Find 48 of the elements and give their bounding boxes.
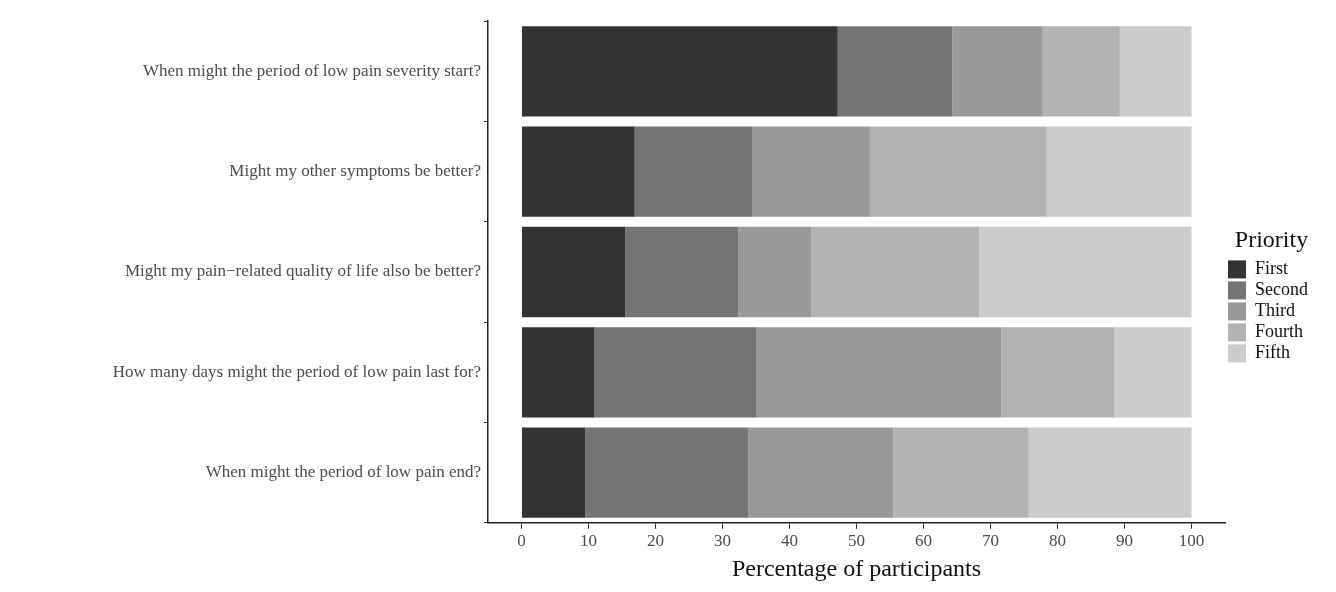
bar <box>634 126 752 217</box>
x-tick-label: 10 <box>580 531 597 551</box>
bar <box>522 226 626 318</box>
bar <box>1114 327 1192 418</box>
x-tick-label: 60 <box>915 531 933 551</box>
bar <box>869 126 1047 217</box>
legend-label: Third <box>1255 300 1296 321</box>
bar <box>585 427 748 518</box>
bar <box>952 26 1043 117</box>
bar <box>738 226 812 318</box>
legend-label: Fifth <box>1255 342 1291 363</box>
legend-label: First <box>1255 258 1289 279</box>
bar <box>893 427 1029 518</box>
bar <box>1046 126 1192 217</box>
x-tick-label: 30 <box>714 531 731 551</box>
bar <box>1028 427 1192 518</box>
bar <box>756 327 1002 418</box>
y-tick-label: How many days might the period of low pain last for? <box>112 361 481 381</box>
bar <box>522 327 595 418</box>
bar <box>811 226 980 318</box>
y-tick-label: Might my pain−related quality of life also be better? <box>124 261 481 281</box>
bar <box>522 26 838 117</box>
y-tick-label: When might the period of low pain end? <box>205 462 481 482</box>
x-axis-title: Percentage of participants <box>731 554 982 581</box>
x-tick-label: 90 <box>1116 531 1134 551</box>
x-tick-label: 50 <box>848 531 866 551</box>
x-tick-label: 100 <box>1178 531 1205 551</box>
bar <box>594 327 757 418</box>
x-tick-label: 20 <box>647 531 664 551</box>
x-tick-label: 70 <box>982 531 1000 551</box>
x-tick-label: 80 <box>1049 531 1067 551</box>
y-tick-label: When might the period of low pain severity start? <box>142 60 481 80</box>
y-tick-label: Might my other symptoms be better? <box>229 161 481 181</box>
x-tick-label: 0 <box>517 531 526 551</box>
bar <box>522 126 635 217</box>
legend-label: Second <box>1255 279 1309 300</box>
bar <box>979 226 1192 318</box>
bar <box>837 26 953 117</box>
bar <box>1119 26 1192 117</box>
bar <box>625 226 739 318</box>
bar <box>751 126 870 217</box>
legend-label: Fourth <box>1255 321 1304 342</box>
bar <box>1001 327 1115 418</box>
x-tick-label: 40 <box>781 531 798 551</box>
bar <box>522 427 586 518</box>
legend-title: Priority <box>1234 225 1309 252</box>
bar <box>747 427 894 518</box>
bar <box>1042 26 1120 117</box>
